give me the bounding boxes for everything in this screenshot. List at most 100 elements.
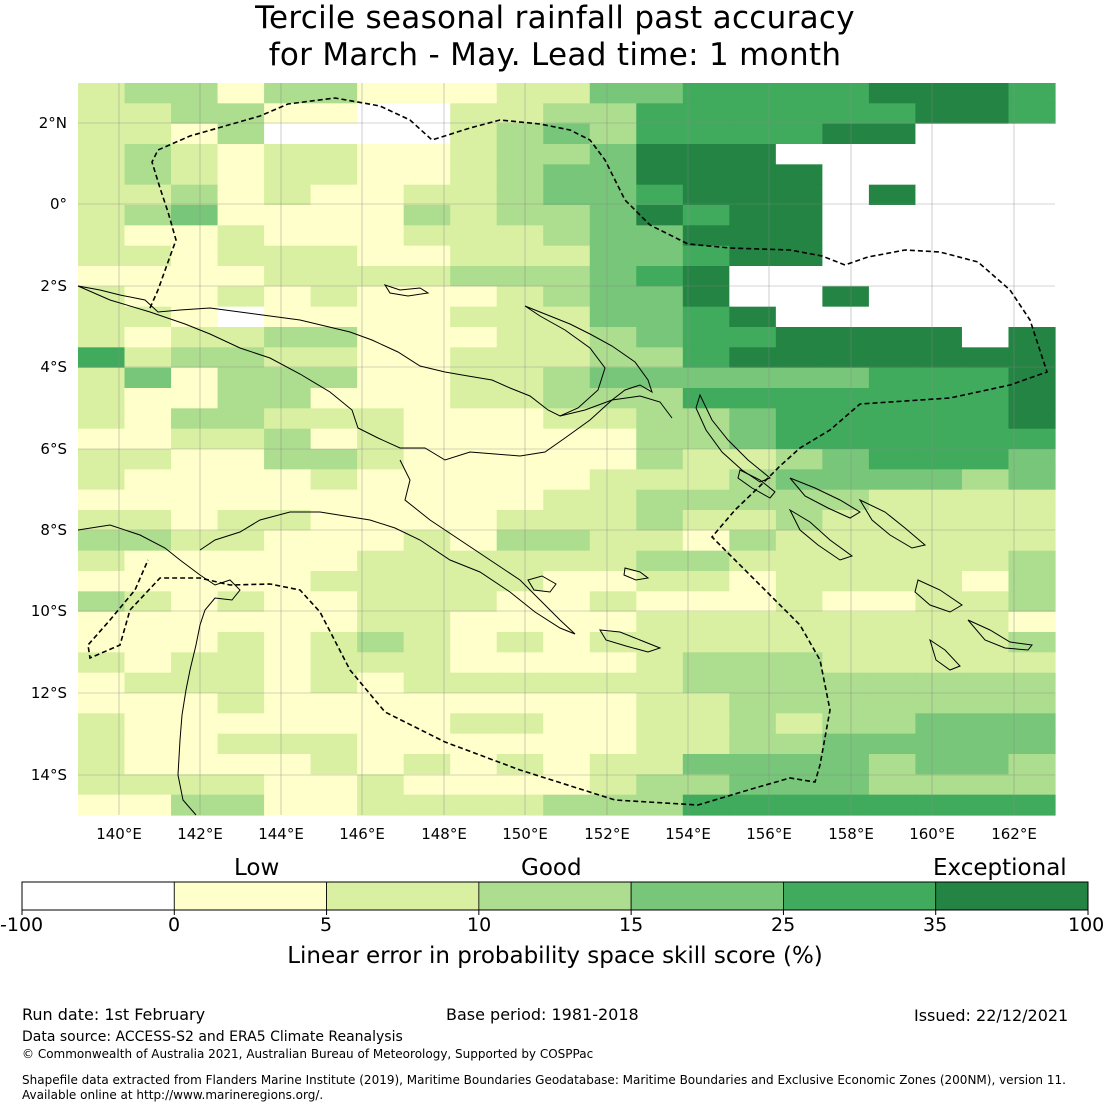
skill-cell — [450, 428, 498, 450]
skill-cell — [589, 571, 637, 592]
skill-cell — [357, 713, 405, 735]
skill-cell — [775, 510, 823, 531]
colorbar-segment — [935, 881, 1089, 911]
skill-cell — [217, 794, 265, 816]
skill-cell — [217, 123, 265, 145]
skill-cell — [729, 184, 777, 206]
skill-cell — [1008, 144, 1056, 165]
skill-cell — [310, 469, 358, 491]
skill-cell — [450, 754, 498, 775]
skill-cell — [1008, 510, 1056, 531]
skill-cell — [264, 83, 312, 104]
skill-cell — [403, 530, 451, 552]
skill-cell — [543, 347, 591, 369]
map-axis-labels: 140°E 142°E 144°E 146°E 148°E 150°E 152°E 154°E… — [31, 114, 1037, 843]
skill-cell — [171, 388, 219, 409]
skill-cell — [78, 245, 126, 267]
skill-cell — [822, 245, 870, 267]
skill-cell — [636, 652, 684, 674]
skill-cell — [1008, 774, 1056, 796]
skill-cell — [682, 469, 730, 491]
skill-cell — [171, 672, 219, 694]
skill-cell — [357, 652, 405, 674]
skill-cell — [636, 530, 684, 552]
skill-cell — [264, 672, 312, 694]
skill-cell — [682, 245, 730, 267]
skill-cell — [171, 611, 219, 633]
skill-cell — [264, 794, 312, 816]
skill-cell — [357, 205, 405, 226]
skill-cell — [403, 611, 451, 633]
skill-cell — [868, 225, 917, 247]
skill-cell — [915, 530, 963, 552]
latitude-label: 4°S — [40, 358, 67, 376]
skill-cell — [1008, 530, 1056, 552]
skill-cell — [1008, 205, 1056, 226]
skill-cell — [264, 530, 312, 552]
skill-cell — [543, 205, 591, 226]
skill-cell — [78, 225, 126, 247]
skill-cell — [264, 144, 312, 165]
skill-cell — [775, 652, 823, 674]
skill-cell — [915, 428, 963, 450]
skill-cell — [403, 367, 451, 389]
skill-cell — [868, 530, 917, 552]
skill-cell — [1008, 103, 1056, 125]
skill-cell — [496, 428, 544, 450]
skill-cell — [868, 693, 917, 714]
skill-cell — [450, 530, 498, 552]
skill-cell — [124, 123, 172, 145]
skill-cell — [961, 591, 1010, 613]
skill-cell — [496, 286, 544, 308]
skill-cell — [217, 266, 265, 287]
skill-cell — [822, 103, 870, 125]
skill-cell — [217, 611, 265, 633]
skill-cell — [729, 225, 777, 247]
skill-cell — [915, 591, 963, 613]
skill-cell — [543, 388, 591, 409]
skill-cell — [264, 510, 312, 531]
issued-date: Issued: 22/12/2021 — [914, 1006, 1069, 1025]
longitude-label: 158°E — [828, 825, 874, 843]
skill-cell — [868, 306, 917, 328]
skill-cell — [450, 550, 498, 572]
skill-cell — [264, 205, 312, 226]
skill-cell — [822, 510, 870, 531]
skill-cell — [124, 266, 172, 287]
skill-cell — [682, 571, 730, 592]
skill-cell — [403, 164, 451, 186]
skill-cell — [310, 510, 358, 531]
skill-cell — [124, 347, 172, 369]
skill-cell — [915, 408, 963, 430]
skill-cell — [729, 489, 777, 511]
skill-cell — [868, 510, 917, 531]
skill-cell — [357, 754, 405, 775]
skill-cell — [915, 611, 963, 633]
skill-cell — [264, 408, 312, 430]
skill-cell — [496, 652, 544, 674]
skill-cell — [822, 428, 870, 450]
skill-cell — [682, 367, 730, 389]
skill-cell — [171, 693, 219, 714]
skill-cell — [171, 449, 219, 470]
skill-cell — [1008, 652, 1056, 674]
skill-cell — [961, 774, 1010, 796]
skill-cell — [496, 754, 544, 775]
skill-cell — [171, 144, 219, 165]
skill-cell — [1008, 225, 1056, 247]
skill-cell — [217, 591, 265, 613]
skill-cell — [264, 632, 312, 653]
skill-cell — [264, 266, 312, 287]
coastline-solomons-2 — [858, 498, 927, 549]
skill-cell — [822, 367, 870, 389]
colorbar-tick-5: 5 — [320, 914, 333, 936]
skill-cell — [171, 245, 219, 267]
skill-cell — [124, 245, 172, 267]
skill-cell — [729, 123, 777, 145]
skill-cell — [403, 754, 451, 775]
skill-cell — [217, 83, 265, 104]
skill-cell — [729, 469, 777, 491]
longitude-label: 154°E — [665, 825, 711, 843]
skill-cell — [636, 164, 684, 186]
skill-cell — [450, 347, 498, 369]
